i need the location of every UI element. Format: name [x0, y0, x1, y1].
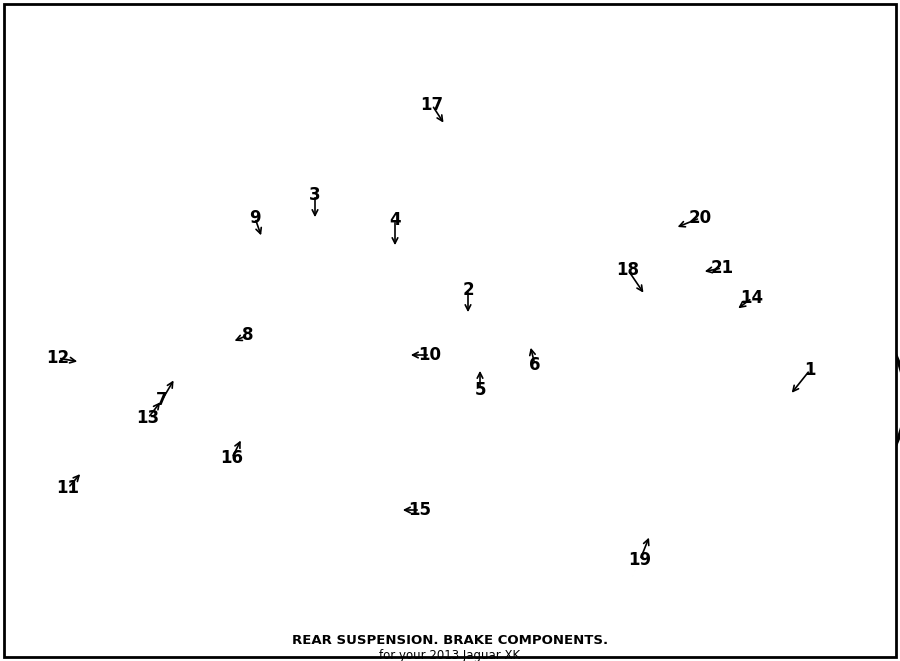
- Text: 14: 14: [741, 289, 763, 307]
- Text: 5: 5: [474, 381, 486, 399]
- Polygon shape: [138, 305, 262, 398]
- Text: 1: 1: [805, 361, 815, 379]
- Circle shape: [320, 435, 330, 445]
- Bar: [650, 218, 678, 240]
- Text: 11: 11: [57, 479, 79, 497]
- Text: 7: 7: [157, 391, 167, 409]
- Circle shape: [376, 371, 394, 389]
- Text: 19: 19: [628, 551, 652, 569]
- Circle shape: [693, 271, 707, 285]
- Bar: [308, 330, 420, 408]
- Circle shape: [755, 365, 825, 435]
- Polygon shape: [305, 448, 405, 478]
- Circle shape: [526, 285, 535, 293]
- Text: REAR SUSPENSION. BRAKE COMPONENTS.: REAR SUSPENSION. BRAKE COMPONENTS.: [292, 633, 608, 646]
- Circle shape: [782, 334, 798, 350]
- Text: 3: 3: [310, 186, 320, 204]
- Text: 20: 20: [688, 209, 712, 227]
- Text: 10: 10: [418, 346, 442, 364]
- Circle shape: [521, 126, 535, 140]
- Text: 2: 2: [463, 281, 473, 299]
- Circle shape: [69, 523, 79, 533]
- Circle shape: [816, 439, 833, 455]
- Polygon shape: [305, 434, 405, 448]
- Circle shape: [727, 374, 742, 390]
- Circle shape: [380, 479, 390, 489]
- Text: 16: 16: [220, 449, 244, 467]
- Text: 9: 9: [249, 209, 261, 227]
- Circle shape: [524, 129, 532, 137]
- Polygon shape: [305, 490, 405, 520]
- Text: 6: 6: [529, 356, 541, 374]
- Polygon shape: [305, 478, 405, 490]
- Text: 12: 12: [47, 349, 69, 367]
- Circle shape: [544, 361, 552, 369]
- Circle shape: [837, 374, 853, 390]
- Circle shape: [471, 366, 489, 384]
- Circle shape: [326, 371, 344, 389]
- Circle shape: [320, 479, 330, 489]
- Circle shape: [468, 328, 492, 352]
- Text: 18: 18: [616, 261, 640, 279]
- Circle shape: [748, 439, 764, 455]
- Text: 17: 17: [420, 96, 444, 114]
- Circle shape: [705, 315, 875, 485]
- Circle shape: [448, 308, 512, 372]
- Text: 4: 4: [389, 211, 400, 229]
- Circle shape: [428, 288, 532, 392]
- Circle shape: [280, 200, 356, 276]
- Circle shape: [370, 365, 400, 395]
- Circle shape: [396, 114, 404, 122]
- Circle shape: [68, 486, 120, 538]
- Circle shape: [212, 332, 232, 352]
- Circle shape: [670, 474, 682, 486]
- Bar: [280, 135, 308, 157]
- Text: 8: 8: [242, 326, 254, 344]
- Circle shape: [526, 346, 544, 364]
- Circle shape: [308, 228, 328, 248]
- Text: 15: 15: [409, 501, 431, 519]
- Bar: [290, 425, 428, 540]
- Circle shape: [82, 500, 106, 524]
- Circle shape: [393, 111, 407, 125]
- Circle shape: [326, 341, 344, 359]
- Circle shape: [376, 341, 394, 359]
- Circle shape: [675, 285, 900, 515]
- Circle shape: [320, 365, 350, 395]
- Circle shape: [290, 210, 346, 266]
- Bar: [447, 112, 463, 122]
- Text: 13: 13: [137, 409, 159, 427]
- Bar: [50, 477, 138, 545]
- FancyBboxPatch shape: [683, 266, 717, 290]
- Circle shape: [609, 358, 625, 374]
- Circle shape: [380, 435, 390, 445]
- Circle shape: [544, 311, 552, 319]
- Circle shape: [320, 335, 350, 365]
- Text: for your 2013 Jaguar XK: for your 2013 Jaguar XK: [380, 648, 520, 661]
- Circle shape: [370, 335, 400, 365]
- Circle shape: [526, 387, 535, 395]
- Text: 21: 21: [710, 259, 734, 277]
